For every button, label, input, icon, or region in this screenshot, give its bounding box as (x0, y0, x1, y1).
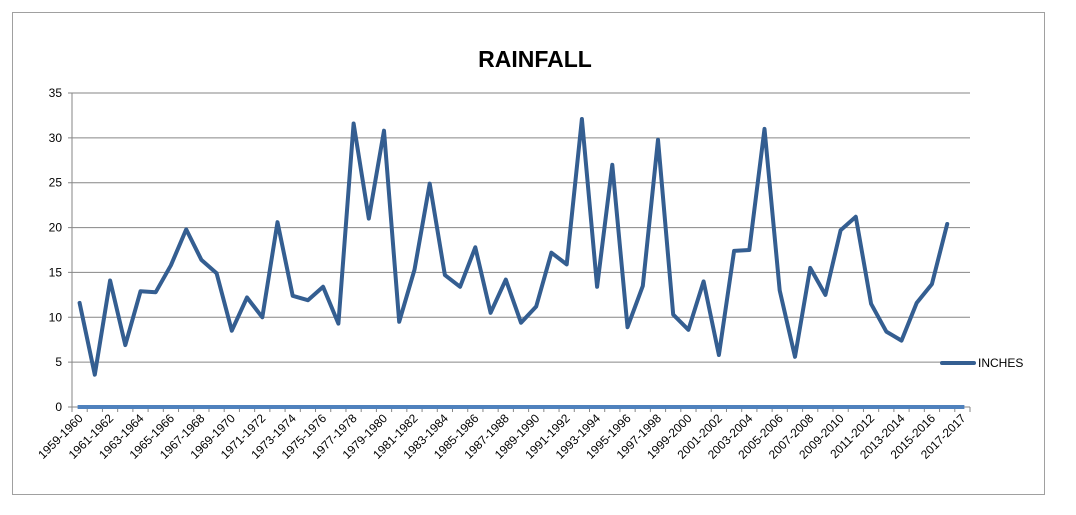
y-tick-label: 20 (49, 221, 63, 235)
y-tick-label: 10 (49, 310, 63, 324)
series-line-inches (77, 117, 950, 377)
y-tick-label: 25 (49, 176, 63, 190)
y-tick-label: 0 (55, 400, 62, 414)
y-tick-label: 30 (49, 131, 63, 145)
y-tick-label: 15 (49, 265, 63, 279)
legend-label-inches: INCHES (978, 356, 1023, 370)
legend: INCHES (940, 356, 1023, 370)
chart-area (12, 12, 1045, 495)
y-tick-label: 35 (49, 86, 63, 100)
chart-title: RAINFALL (478, 46, 592, 72)
y-tick-label: 5 (55, 355, 62, 369)
